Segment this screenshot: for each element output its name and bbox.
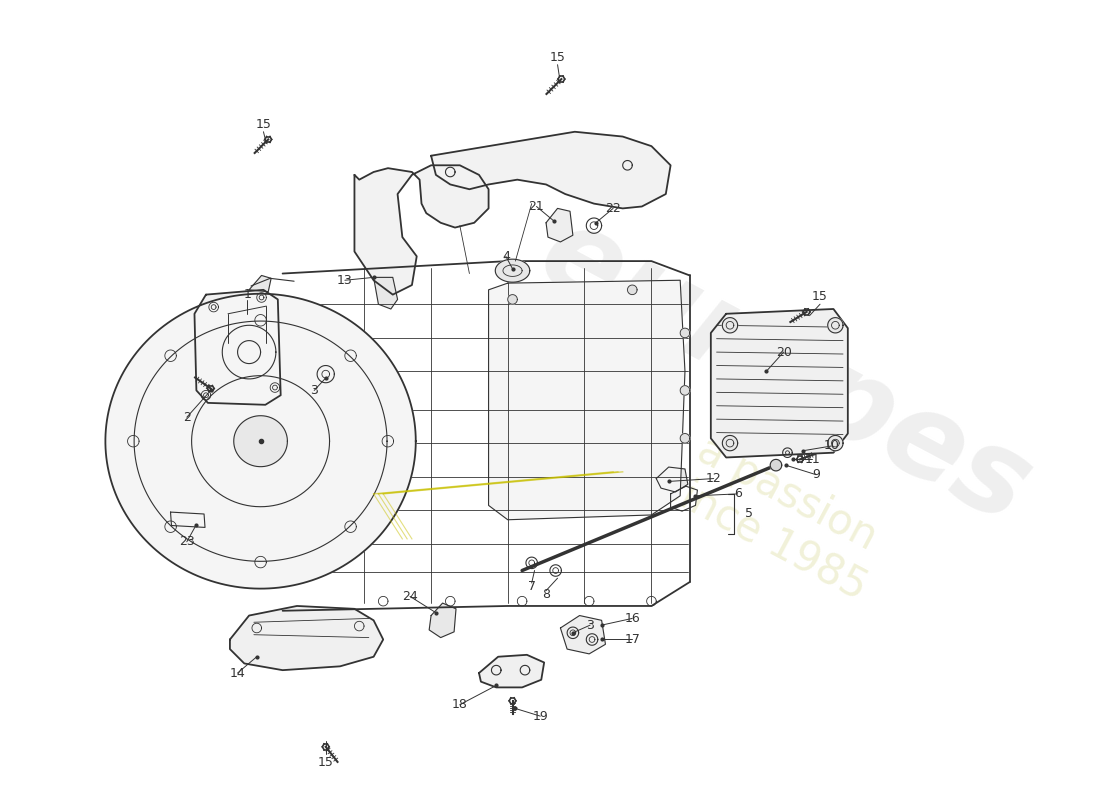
Polygon shape xyxy=(560,615,605,654)
Polygon shape xyxy=(827,318,843,333)
Text: 2: 2 xyxy=(183,410,190,424)
Polygon shape xyxy=(827,435,843,450)
Text: 5: 5 xyxy=(745,506,754,519)
Polygon shape xyxy=(234,416,287,466)
Polygon shape xyxy=(680,386,690,395)
Text: 21: 21 xyxy=(529,200,544,213)
Text: 8: 8 xyxy=(542,588,550,601)
Polygon shape xyxy=(354,166,488,294)
Polygon shape xyxy=(657,467,688,492)
Polygon shape xyxy=(170,512,205,527)
Text: 10: 10 xyxy=(824,439,839,453)
Polygon shape xyxy=(508,294,517,304)
Polygon shape xyxy=(488,280,685,520)
Polygon shape xyxy=(723,318,738,333)
Text: 11: 11 xyxy=(804,453,821,466)
Polygon shape xyxy=(230,606,383,670)
Text: a passion
since 1985: a passion since 1985 xyxy=(654,422,898,608)
Text: 15: 15 xyxy=(318,756,333,769)
Polygon shape xyxy=(249,275,271,292)
Polygon shape xyxy=(431,132,671,209)
Text: 19: 19 xyxy=(532,710,548,722)
Text: 15: 15 xyxy=(812,290,828,303)
Polygon shape xyxy=(627,285,637,294)
Polygon shape xyxy=(495,259,530,282)
Text: europes: europes xyxy=(521,194,1050,548)
Polygon shape xyxy=(711,309,848,458)
Polygon shape xyxy=(723,435,738,450)
Text: 16: 16 xyxy=(625,612,640,625)
Polygon shape xyxy=(546,209,573,242)
Polygon shape xyxy=(374,278,397,309)
Polygon shape xyxy=(195,290,280,405)
Text: 15: 15 xyxy=(550,50,565,63)
Text: 23: 23 xyxy=(179,535,195,548)
Polygon shape xyxy=(429,603,456,638)
Polygon shape xyxy=(680,434,690,443)
Text: 3: 3 xyxy=(310,384,318,397)
Text: 17: 17 xyxy=(625,633,640,646)
Text: 24: 24 xyxy=(403,590,418,603)
Text: 1: 1 xyxy=(243,288,251,301)
Text: 6: 6 xyxy=(734,487,741,500)
Text: 20: 20 xyxy=(776,346,792,358)
Text: 14: 14 xyxy=(230,666,245,679)
Text: 18: 18 xyxy=(452,698,468,711)
Polygon shape xyxy=(680,328,690,338)
Text: 4: 4 xyxy=(502,250,509,263)
Polygon shape xyxy=(770,459,782,471)
Polygon shape xyxy=(106,294,416,589)
Text: 9: 9 xyxy=(812,468,821,482)
Text: 7: 7 xyxy=(528,580,536,594)
Text: 12: 12 xyxy=(706,472,722,485)
Text: 15: 15 xyxy=(255,118,272,130)
Text: 3: 3 xyxy=(586,618,594,632)
Text: 22: 22 xyxy=(605,202,621,215)
Polygon shape xyxy=(478,655,544,687)
Text: 13: 13 xyxy=(337,274,353,286)
